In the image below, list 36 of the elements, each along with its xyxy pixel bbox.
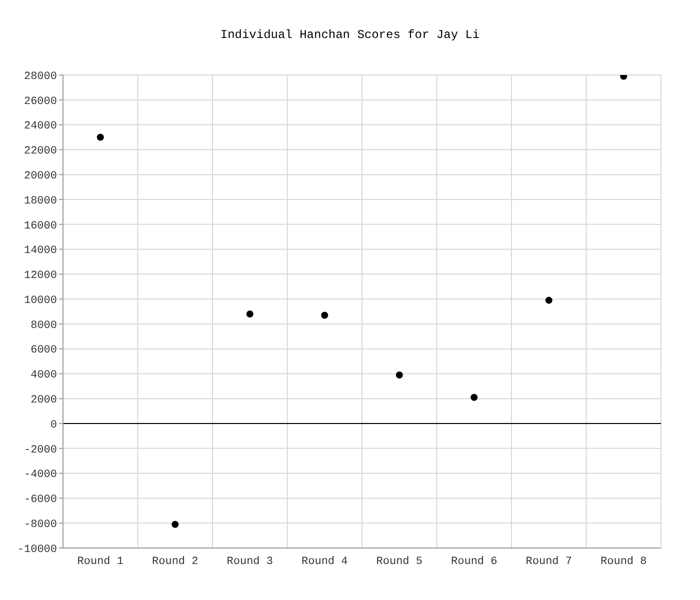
chart-title: Individual Hanchan Scores for Jay Li	[219, 28, 481, 44]
y-tick-label: 0	[50, 419, 57, 432]
point	[246, 310, 254, 318]
y-tick-label: 8000	[30, 320, 57, 332]
x-tick-label: Round 8	[600, 556, 647, 568]
x-tick-label: Round 2	[152, 556, 198, 568]
x-tick-label: Round 1	[77, 556, 124, 568]
point	[172, 520, 179, 528]
x-tick-label: Round 6	[451, 556, 498, 568]
y-tick-label: 26000	[24, 96, 57, 108]
y-tick-label: -2000	[24, 444, 57, 456]
point	[96, 134, 104, 141]
y-tick-label: 28000	[24, 70, 57, 83]
x-tick-label: Round 3	[226, 556, 273, 568]
point	[396, 371, 403, 378]
y-tick-label: 18000	[24, 195, 57, 208]
y-tick-label: -8000	[24, 519, 57, 532]
y-tick-label: 2000	[30, 394, 57, 407]
y-tick-label: 22000	[24, 146, 57, 158]
y-tick-label: 10000	[24, 294, 57, 307]
point	[470, 394, 478, 401]
y-tick-label: 20000	[24, 170, 57, 182]
y-tick-label: 14000	[24, 245, 57, 258]
point	[321, 312, 328, 319]
x-tick-label: Round 5	[376, 556, 422, 568]
y-tick-label: 4000	[30, 370, 57, 382]
y-tick-label: 16000	[24, 220, 57, 232]
x-tick-label: Round 7	[526, 556, 572, 568]
x-tick-label: Round 4	[302, 556, 348, 568]
point	[545, 296, 552, 304]
y-tick-label: 12000	[24, 270, 57, 282]
y-tick-label: 6000	[30, 344, 57, 357]
y-tick-label: -6000	[24, 494, 57, 506]
y-tick-label: -4000	[24, 469, 57, 482]
y-tick-label: -10000	[17, 544, 57, 556]
y-tick-label: 24000	[24, 120, 57, 133]
